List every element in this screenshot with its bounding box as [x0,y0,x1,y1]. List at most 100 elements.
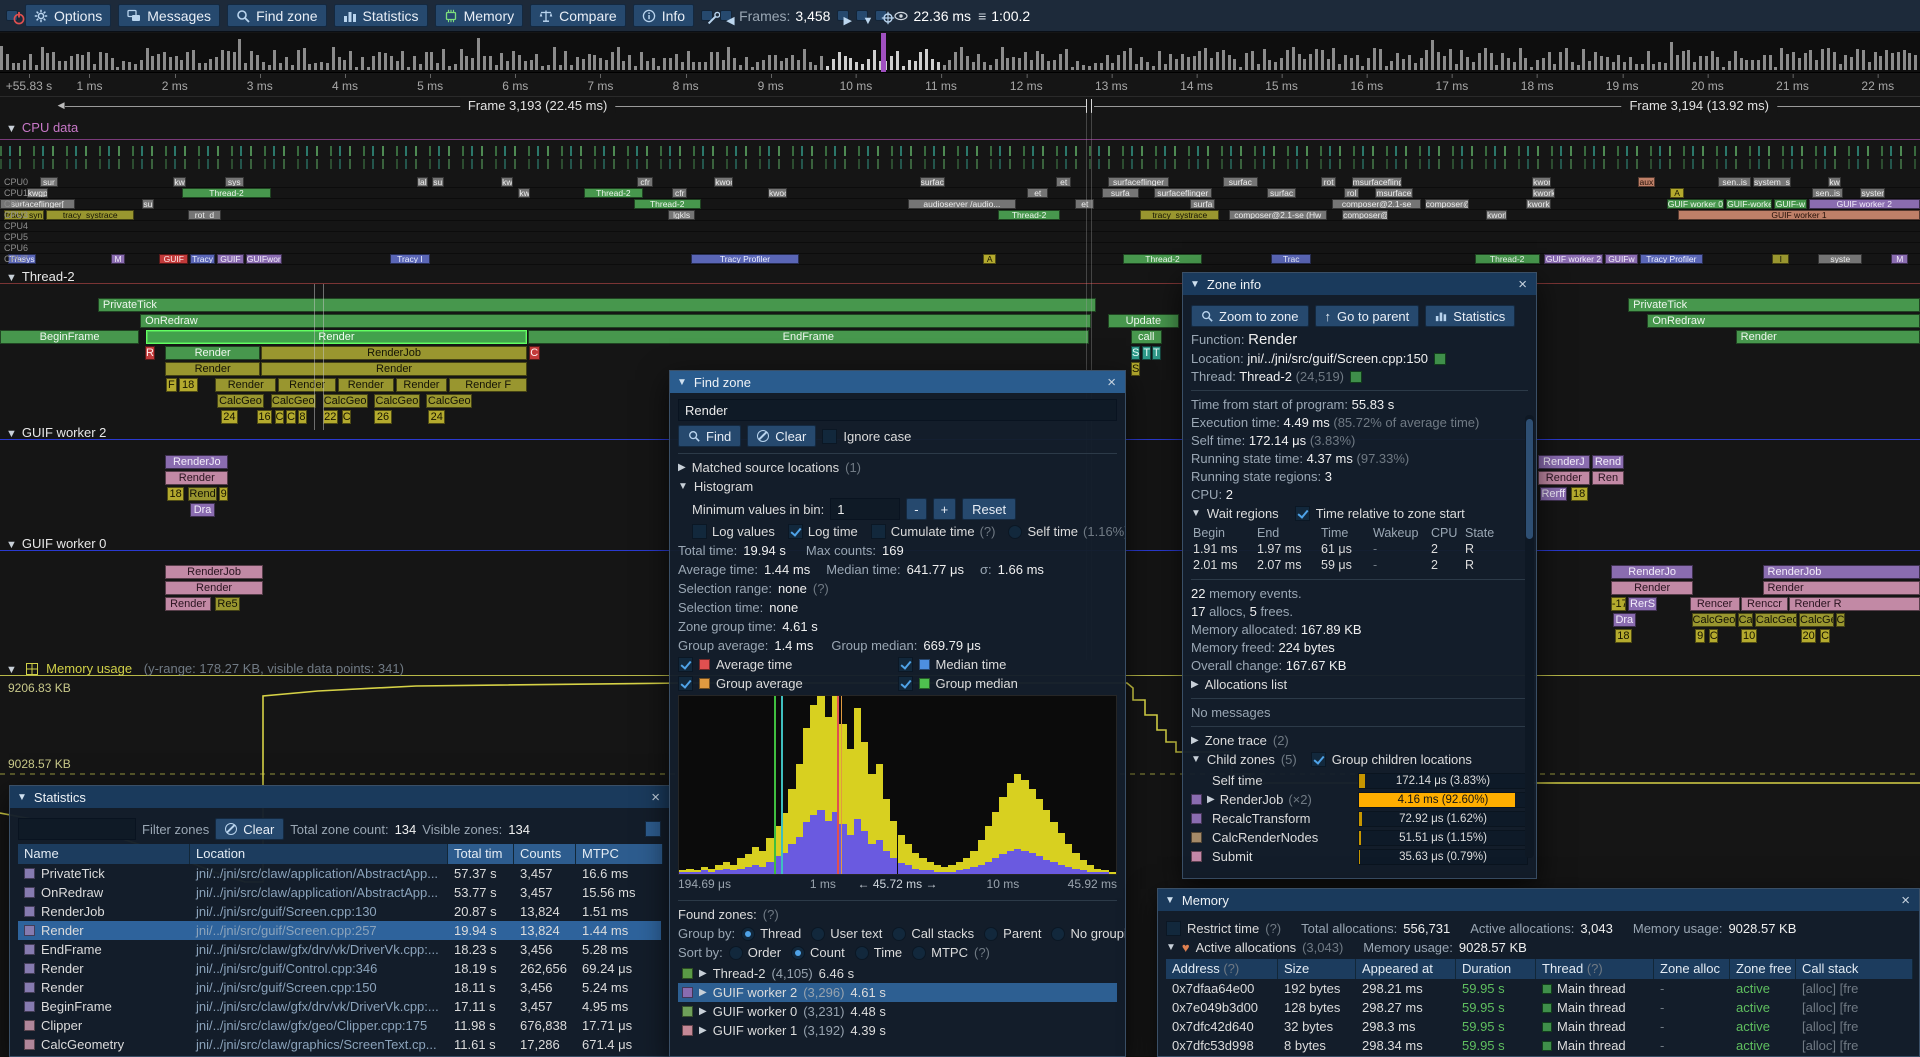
prev-frame-button[interactable]: ◀ [720,10,735,27]
timeline-zone[interactable]: 20 [1800,629,1817,643]
cpu-zone[interactable]: GUIF [216,254,244,264]
memory-button[interactable]: Memory [434,4,524,27]
cpu-zone[interactable]: surfac [1267,188,1296,198]
zone-info-titlebar[interactable]: ▼ Zone info × [1183,273,1536,295]
statistics-table-header[interactable]: Name Location Total tim Counts MTPC [18,844,663,864]
options-button[interactable]: Options [25,4,112,27]
cpu-zone[interactable]: Thread-2 [1123,254,1202,264]
timeline-zone[interactable]: RerS [1628,597,1657,611]
legend-checkbox[interactable] [678,657,693,672]
timeline-zone[interactable]: Render [278,378,336,392]
zone-statistics-button[interactable]: Statistics [1425,305,1516,327]
allocations-table-header[interactable]: Address (?) Size Appeared at Duration Thr… [1166,959,1913,979]
cpu-zone[interactable]: composer@2.1-se (Hw [1228,210,1327,220]
collapse-icon[interactable]: ▼ [1190,278,1200,290]
cpu-zone[interactable]: surfac [1223,177,1258,187]
scrollbar-thumb[interactable] [1526,419,1533,539]
zone-location[interactable]: jni/../jni/src/guif/Screen.cpp:150 [1247,351,1429,366]
child-zone-row[interactable]: Submit 35.63 μs (0.79%) [1191,847,1528,866]
cpu-zone[interactable]: A [1670,188,1684,198]
timeline-zone[interactable]: Dra [1612,613,1636,627]
cpu-zone[interactable]: Tracy [190,254,216,264]
timeline-zone[interactable]: 18 [167,487,185,501]
cpu-zone[interactable]: surfa [1102,188,1139,198]
timeline-zone[interactable]: C [528,346,540,360]
timing-toggle[interactable] [645,821,661,837]
ignore-case-checkbox[interactable] [822,428,838,444]
power-button[interactable] [6,10,25,25]
collapse-icon[interactable]: ▼ [6,428,17,440]
statistics-row[interactable]: Render jni/../jni/src/guif/Control.cpp:3… [18,959,661,978]
timeline-zone[interactable]: F [166,378,177,392]
cpu-zone[interactable]: et [1075,199,1095,209]
timeline-zone[interactable]: Render [261,362,528,376]
statistics-row[interactable]: Clipper jni/../jni/src/claw/gfx/geo/Clip… [18,1016,661,1035]
collapse-icon[interactable]: ▼ [6,123,17,135]
go-to-parent-button[interactable]: ↑ Go to parent [1314,305,1420,327]
zone-group-row[interactable]: ▶ GUIF worker 0 (3,231) 4.48 s [678,1002,1117,1021]
timeline-zone[interactable]: CalcGeo [270,394,316,408]
cpu-zone[interactable]: GUIFw [1605,254,1638,264]
cpu-zone[interactable]: Thread-2 [1474,254,1540,264]
allocation-row[interactable]: 0x7e049b3d00 128 bytes 298.27 ms 59.95 s… [1166,998,1911,1017]
zone-group-row[interactable]: ▶ GUIF worker 1 (3,192) 4.39 s [678,1021,1117,1040]
timeline-zone[interactable]: 24 [428,410,446,424]
cpu-zone[interactable]: system [1860,188,1886,198]
timeline-zone[interactable]: Render [165,597,212,611]
cpu-zone[interactable]: sys [224,177,244,187]
cpu-zone[interactable]: kworke [1532,177,1552,187]
allocation-row[interactable]: 0x7dfc42d640 32 bytes 298.3 ms 59.95 s M… [1166,1017,1911,1036]
messages-button[interactable]: Messages [118,4,221,27]
zone-thread[interactable]: Thread-2 [1239,369,1292,384]
timeline-zone[interactable]: T [1152,346,1161,360]
timeline-zone[interactable]: Ca [1737,613,1753,627]
child-zone-row[interactable]: ▶ RenderJob (×2) 4.16 ms (92.60%) [1191,790,1528,809]
wait-region-row[interactable]: 1.91 ms 1.97 ms 61 μs -2 R [1193,542,1475,556]
cpu-zone[interactable]: sen..is [1718,177,1752,187]
column-header[interactable]: Call stack [1796,959,1913,979]
cpu-zone[interactable]: kworke [1486,210,1508,220]
timeline-zone[interactable]: C [1708,629,1719,643]
cpu-zone[interactable]: A [983,254,997,264]
cpu-zone[interactable]: surfaceflinger[ [0,199,75,209]
cpu-zone[interactable]: sur [40,177,58,187]
sort-by-radio[interactable]: MTPC [912,945,968,960]
cpu-data-header[interactable]: ▼ CPU data [6,120,79,135]
timeline-zone[interactable]: R [144,346,155,360]
cpu-zone[interactable]: kw [1827,177,1842,187]
timeline-zone[interactable]: C [286,410,296,424]
statistics-row[interactable]: Render jni/../jni/src/guif/Screen.cpp:15… [18,978,661,997]
timeline-zone[interactable]: Rend [1591,455,1625,469]
timeline-zone[interactable]: PrivateTick [1628,298,1920,312]
timeline-zone[interactable]: 9 [1695,629,1705,643]
timeline-zone[interactable]: Update [1107,314,1179,328]
cpu-zone[interactable]: M [111,254,125,264]
wait-region-row[interactable]: 2.01 ms 2.07 ms 59 μs -2 R [1193,558,1475,572]
timeline-zone[interactable]: RenderJob [1762,565,1920,579]
frames-bar[interactable]: ◀ Frame 3,193 (22.45 ms) Frame 3,194 (13… [0,98,1920,114]
cpu-zone[interactable]: aux [1637,177,1656,187]
statistics-row[interactable]: CalcGeometry jni/../jni/src/claw/graphic… [18,1035,661,1054]
column-header[interactable]: Location [190,844,448,864]
expand-icon[interactable]: ▶ [699,1025,707,1036]
cpu-zone[interactable]: GUIF-worke [1726,199,1773,209]
legend-item[interactable]: Group average [678,676,898,691]
close-icon[interactable]: × [1107,373,1116,391]
clear-filter-button[interactable]: Clear [215,818,285,840]
column-header[interactable]: Zone alloc [1654,959,1730,979]
cpu-zone[interactable]: lal [416,177,429,187]
timeline-zone[interactable]: -17 [1610,597,1627,611]
find-zone-histogram[interactable] [678,695,1117,875]
memory-titlebar[interactable]: ▼ Memory × [1158,889,1919,911]
child-zones-header[interactable]: ▼ Child zones (5) Group children location… [1191,752,1472,767]
cpu-zone[interactable]: GUIFwork [245,254,283,264]
timeline-zone[interactable]: Render [337,378,394,392]
cpu-zone[interactable]: kwoc [768,188,788,198]
cpu-zone[interactable]: et [1027,188,1049,198]
timeline-zone[interactable]: Re5 [215,597,240,611]
child-zone-row[interactable]: RecalcTransform 72.92 μs (1.62%) [1191,809,1528,828]
cpu-zone[interactable]: Thread-2 [633,199,701,209]
allocation-address[interactable]: 0x7dfc53d998 [1172,1038,1254,1053]
increment-button[interactable]: + [932,498,957,520]
column-header[interactable]: Duration [1456,959,1536,979]
